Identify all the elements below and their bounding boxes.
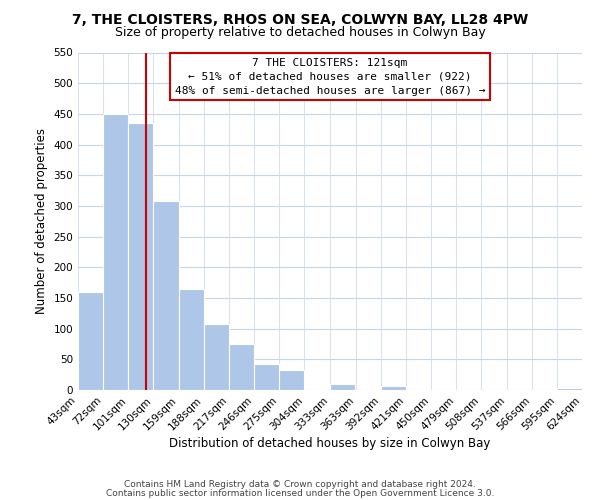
Bar: [381, 386, 406, 390]
Text: 7, THE CLOISTERS, RHOS ON SEA, COLWYN BAY, LL28 4PW: 7, THE CLOISTERS, RHOS ON SEA, COLWYN BA…: [72, 12, 528, 26]
Text: 7 THE CLOISTERS: 121sqm
← 51% of detached houses are smaller (922)
48% of semi-d: 7 THE CLOISTERS: 121sqm ← 51% of detache…: [175, 58, 485, 96]
Text: Contains public sector information licensed under the Open Government Licence 3.: Contains public sector information licen…: [106, 488, 494, 498]
Bar: [179, 289, 204, 390]
Bar: [78, 292, 103, 390]
Text: Size of property relative to detached houses in Colwyn Bay: Size of property relative to detached ho…: [115, 26, 485, 39]
Bar: [329, 384, 355, 390]
Bar: [557, 388, 582, 390]
Bar: [204, 324, 229, 390]
Bar: [103, 114, 128, 390]
X-axis label: Distribution of detached houses by size in Colwyn Bay: Distribution of detached houses by size …: [169, 438, 491, 450]
Text: Contains HM Land Registry data © Crown copyright and database right 2024.: Contains HM Land Registry data © Crown c…: [124, 480, 476, 489]
Bar: [229, 344, 254, 390]
Bar: [254, 364, 279, 390]
Bar: [154, 201, 179, 390]
Y-axis label: Number of detached properties: Number of detached properties: [35, 128, 48, 314]
Bar: [128, 123, 154, 390]
Bar: [279, 370, 304, 390]
